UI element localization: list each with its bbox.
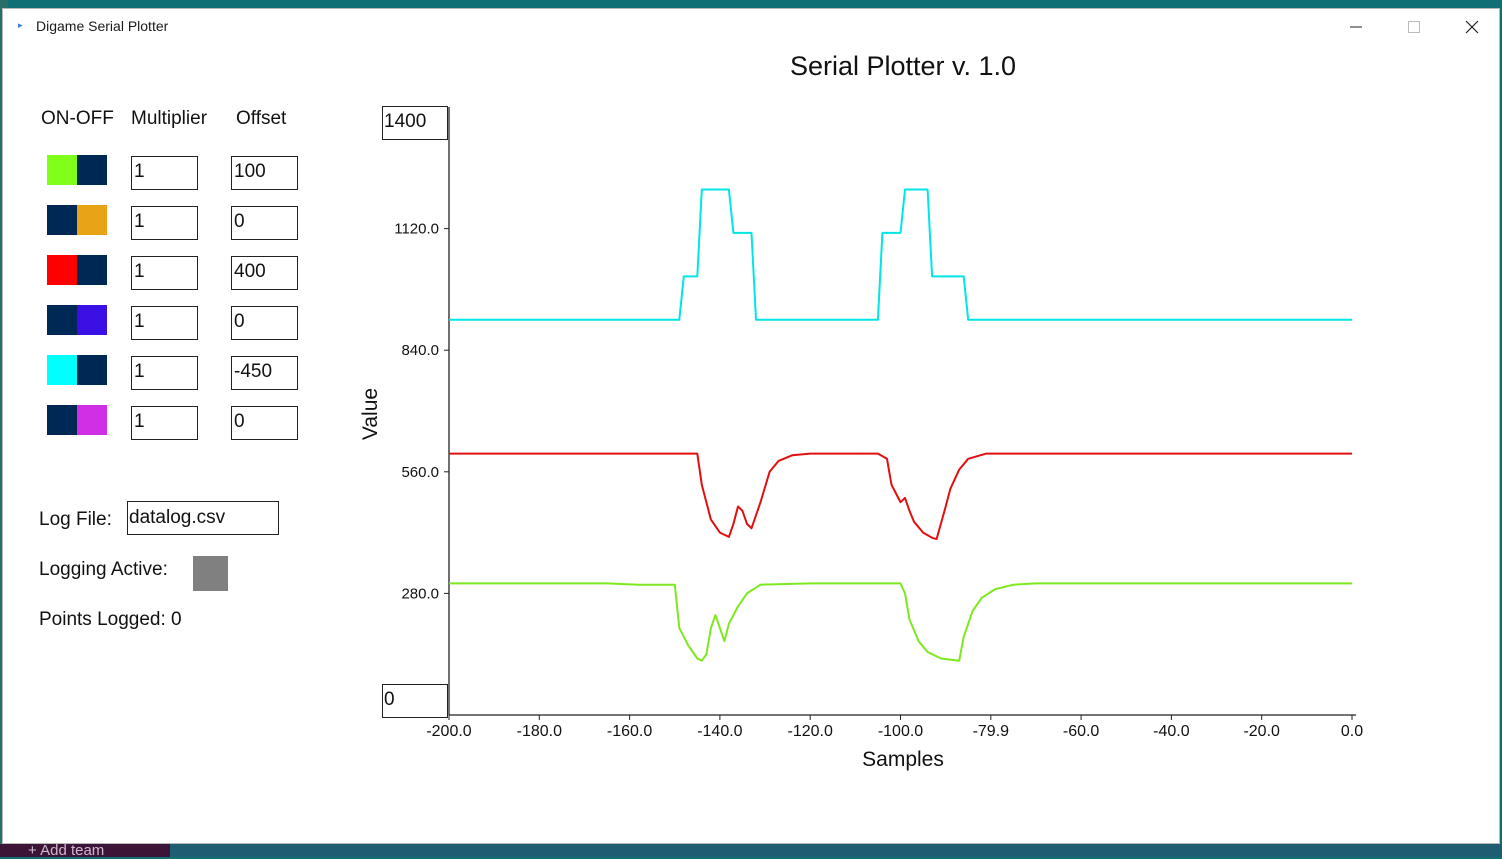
- x-tick-label: -140.0: [697, 723, 742, 740]
- y-axis-label: Value: [359, 388, 382, 440]
- window-title: Digame Serial Plotter: [36, 18, 169, 34]
- y-max-input[interactable]: 1400: [382, 106, 448, 140]
- channel-5-offset-input[interactable]: -450: [231, 356, 298, 390]
- x-tick-label: -60.0: [1063, 723, 1100, 740]
- channel-2-multiplier-input[interactable]: 1: [131, 206, 198, 240]
- y-tick-label: 560.0: [401, 464, 439, 481]
- y-tick-label: 840.0: [401, 342, 439, 359]
- channel-4-multiplier-input[interactable]: 1: [131, 306, 198, 340]
- channel-6-multiplier-input[interactable]: 1: [131, 406, 198, 440]
- channel-1-off-toggle[interactable]: [77, 155, 107, 185]
- plotter-window: ▸ Digame Serial Plotter Serial Plotter v…: [2, 8, 1500, 844]
- y-tick-label: 1120.0: [394, 221, 439, 238]
- multiplier-header: Multiplier: [131, 108, 208, 129]
- channel-2-off-toggle[interactable]: [77, 205, 107, 235]
- points-logged-label: Points Logged: 0: [39, 609, 182, 630]
- series-line-1: [449, 188, 1352, 321]
- channel-5-on-toggle[interactable]: [47, 355, 77, 385]
- channel-4-on-toggle[interactable]: [47, 305, 77, 335]
- teams-sidebar: [0, 844, 170, 857]
- channel-6-off-toggle[interactable]: [77, 405, 107, 435]
- app-icon: ▸: [18, 21, 23, 31]
- y-min-input[interactable]: 0: [382, 684, 448, 718]
- channel-6-on-toggle[interactable]: [47, 405, 77, 435]
- channel-1-offset-input[interactable]: 100: [231, 156, 298, 190]
- x-tick-label: -120.0: [788, 723, 833, 740]
- x-tick-label: -100.0: [878, 723, 923, 740]
- x-tick-label: 0.0: [1341, 723, 1363, 740]
- series-line-3: [449, 582, 1352, 662]
- channel-2-offset-input[interactable]: 0: [231, 206, 298, 240]
- channel-5-multiplier-input[interactable]: 1: [131, 356, 198, 390]
- close-icon: [1465, 20, 1479, 34]
- log-file-label: Log File:: [39, 509, 112, 530]
- x-tick-label: -40.0: [1153, 723, 1190, 740]
- minimize-button[interactable]: [1328, 9, 1384, 45]
- close-button[interactable]: [1444, 9, 1500, 45]
- x-tick-label: -160.0: [607, 723, 652, 740]
- y-tick-label: 280.0: [401, 585, 439, 602]
- maximize-button[interactable]: [1386, 9, 1442, 45]
- x-axis-label: Samples: [862, 748, 944, 771]
- channel-2-on-toggle[interactable]: [47, 205, 77, 235]
- log-file-input[interactable]: datalog.csv: [127, 501, 279, 535]
- channel-1-on-toggle[interactable]: [47, 155, 77, 185]
- on-off-header: ON-OFF: [41, 108, 114, 129]
- channel-3-on-toggle[interactable]: [47, 255, 77, 285]
- channel-3-off-toggle[interactable]: [77, 255, 107, 285]
- channel-4-off-toggle[interactable]: [77, 305, 107, 335]
- channel-4-offset-input[interactable]: 0: [231, 306, 298, 340]
- x-tick-label: -79.9: [973, 723, 1010, 740]
- channel-3-offset-input[interactable]: 400: [231, 256, 298, 290]
- minimize-icon: [1350, 26, 1362, 28]
- series-line-2: [449, 452, 1352, 541]
- x-tick-label: -180.0: [517, 723, 562, 740]
- plot-title: Serial Plotter v. 1.0: [789, 51, 1017, 81]
- title-bar[interactable]: ▸ Digame Serial Plotter: [3, 9, 1499, 45]
- x-tick-label: -20.0: [1243, 723, 1280, 740]
- channel-3-multiplier-input[interactable]: 1: [131, 256, 198, 290]
- channel-1-multiplier-input[interactable]: 1: [131, 156, 198, 190]
- add-team-button[interactable]: + Add team: [28, 842, 105, 859]
- background-app-strip: + Add team: [0, 842, 1502, 859]
- offset-header: Offset: [236, 108, 287, 129]
- logging-active-toggle[interactable]: [193, 556, 228, 591]
- channel-5-off-toggle[interactable]: [77, 355, 107, 385]
- plot-area: -200.0 -180.0 -160.0 -140.0 -120.0 -100.0 -79.…: [359, 107, 1363, 771]
- x-tick-label: -200.0: [426, 723, 471, 740]
- maximize-icon: [1408, 21, 1420, 33]
- channel-6-offset-input[interactable]: 0: [231, 406, 298, 440]
- logging-active-label: Logging Active:: [39, 559, 168, 580]
